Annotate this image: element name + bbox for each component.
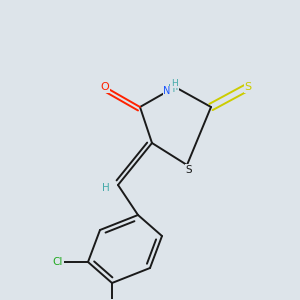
- Text: S: S: [186, 165, 192, 175]
- Text: N: N: [163, 86, 171, 96]
- Text: Cl: Cl: [53, 257, 63, 267]
- Text: H: H: [168, 84, 176, 94]
- Text: O: O: [100, 82, 109, 92]
- Text: S: S: [244, 82, 252, 92]
- Text: H: H: [171, 82, 179, 92]
- Text: H: H: [172, 79, 178, 88]
- Text: H: H: [102, 183, 110, 193]
